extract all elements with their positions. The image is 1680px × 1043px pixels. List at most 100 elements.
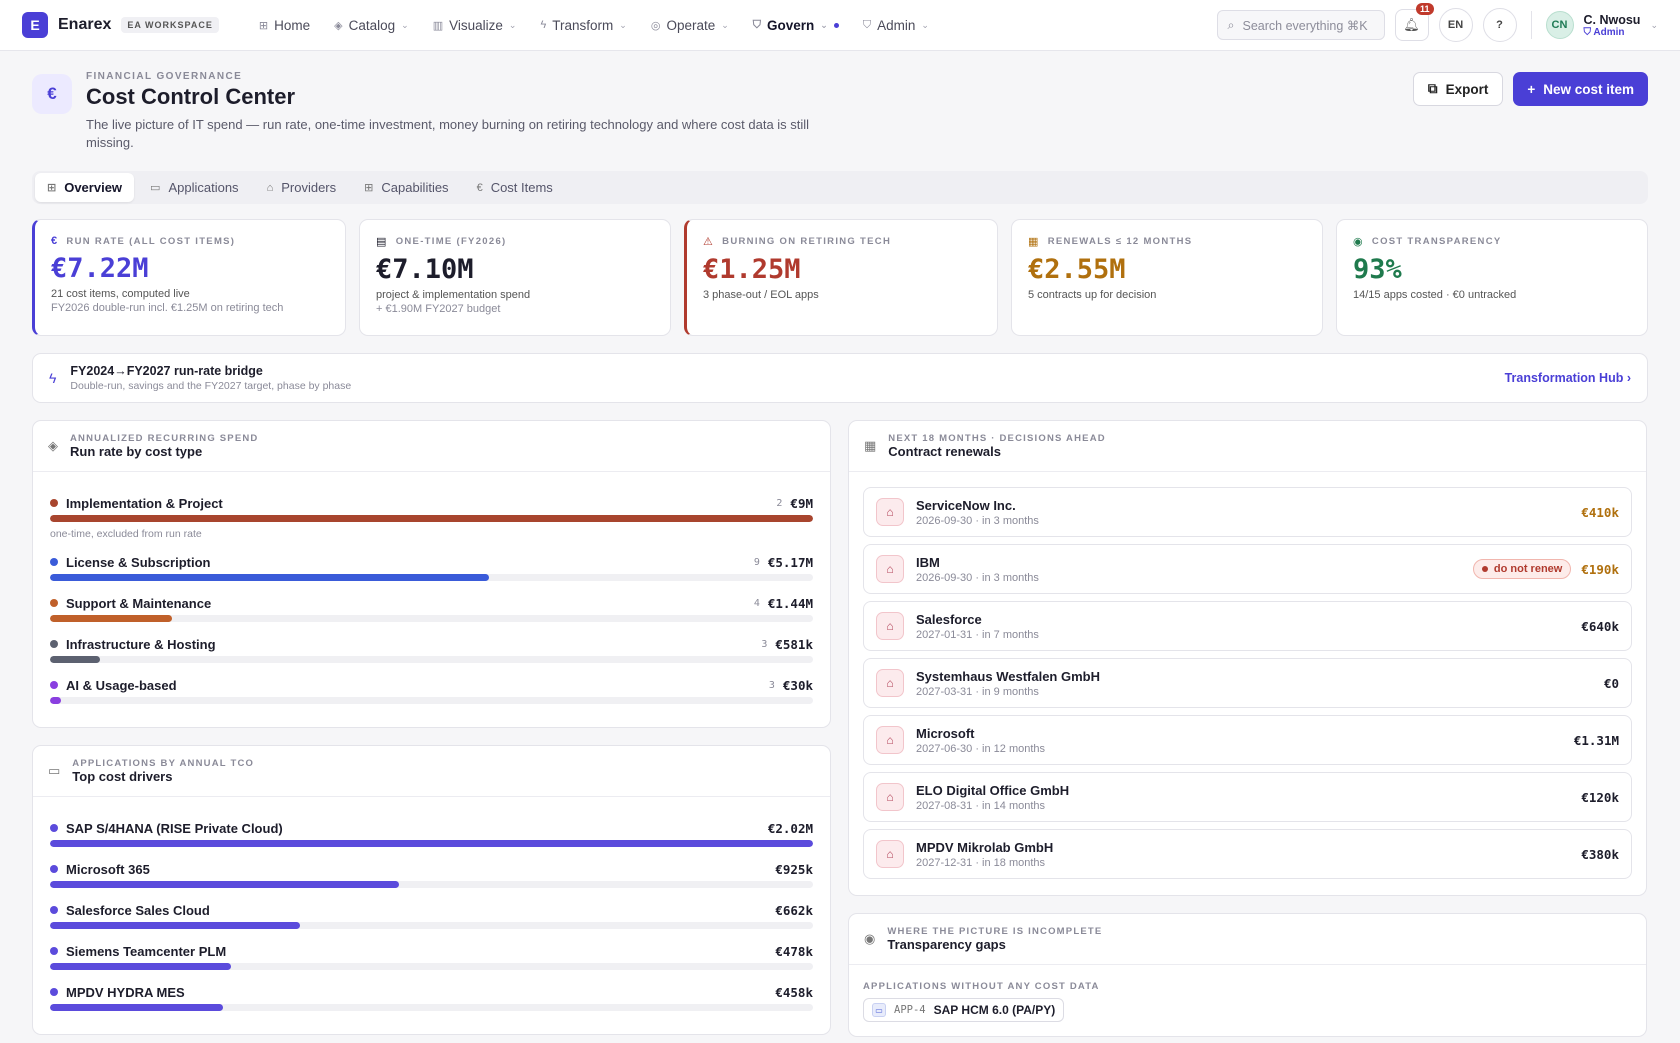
nav-item-catalog[interactable]: ◈ Catalog ⌄ (324, 12, 419, 39)
nav-item-operate[interactable]: ◎ Operate ⌄ (641, 12, 739, 39)
bell-icon: 🔔︎ (1403, 17, 1420, 32)
tab-label: Overview (64, 180, 123, 195)
app-name: Salesforce Sales Cloud (66, 902, 210, 918)
tab-overview[interactable]: ⊞ Overview (35, 173, 135, 202)
export-button[interactable]: ⧉ Export (1412, 72, 1504, 106)
renewal-item[interactable]: ⌂ IBM 2026-09-30 · in 3 months do not renew… (863, 544, 1632, 594)
kpi-card[interactable]: ▦ RENEWALS ≤ 12 MONTHS €2.55M 5 contracts u… (1011, 219, 1323, 336)
help-button[interactable]: ? (1482, 8, 1517, 42)
kpi-card[interactable]: ▤ ONE-TIME (FY2026) €7.10M project & implem… (359, 219, 671, 336)
cost-type-row[interactable]: Implementation & Project 2 €9M one-time, ex… (50, 494, 813, 540)
run-rate-bridge-banner[interactable]: ϟ FY2024→FY2027 run-rate bridge Double-r… (32, 353, 1648, 403)
bar-fill (50, 697, 62, 704)
renewal-amount: €410k (1581, 504, 1619, 520)
bar-fill (50, 615, 173, 622)
tab-cost-items[interactable]: € Cost Items (465, 173, 565, 202)
app-name: Microsoft 365 (66, 861, 150, 877)
bar-track (50, 697, 813, 704)
app-icon: ▭ (872, 1003, 886, 1017)
app-logo[interactable]: E (22, 12, 48, 38)
cost-type-count: 3 (768, 679, 775, 691)
renewal-item[interactable]: ⌂ Microsoft 2027-06-30 · in 12 months €1.31… (863, 715, 1632, 765)
kpi-subtitle: 3 phase-out / EOL apps (703, 289, 819, 301)
cost-driver-row[interactable]: MPDV HYDRA MES €458k (50, 983, 813, 1011)
app-name: SAP S/4HANA (RISE Private Cloud) (66, 820, 283, 836)
chevron-down-icon: ⌄ (721, 19, 729, 30)
euro-icon: € (476, 181, 483, 194)
cost-driver-row[interactable]: Siemens Teamcenter PLM €478k (50, 942, 813, 970)
cost-type-value: €30k (782, 677, 813, 693)
external-link-icon: ⧉ (1427, 81, 1438, 96)
user-menu[interactable]: C. Nwosu ⛉ Admin (1584, 13, 1641, 38)
bar-fill (50, 574, 489, 581)
cost-type-row[interactable]: Infrastructure & Hosting 3 €581k (50, 635, 813, 663)
renewal-item[interactable]: ⌂ ELO Digital Office GmbH 2027-08-31 · in … (863, 772, 1632, 822)
card-eyebrow: ANNUALIZED RECURRING SPEND (70, 433, 259, 444)
nav-item-transform[interactable]: ϟ Transform ⌄ (530, 12, 636, 39)
kpi-label-text: RENEWALS ≤ 12 MONTHS (1047, 236, 1193, 247)
legend-dot (50, 599, 58, 607)
tab-label: Providers (281, 180, 337, 195)
app-name: Siemens Teamcenter PLM (66, 943, 227, 959)
provider-name: IBM (916, 554, 940, 570)
chevron-right-icon: › (1626, 371, 1631, 385)
tab-capabilities[interactable]: ⊞ Capabilities (352, 173, 460, 202)
tab-applications[interactable]: ▭ Applications (138, 173, 251, 202)
window-icon: ▭ (150, 182, 161, 194)
shield-check-icon: ⛉ (862, 18, 872, 31)
renewal-date: 2027-03-31 · in 9 months (916, 685, 1039, 698)
grid-icon: ⊞ (364, 182, 374, 194)
layers-icon: ◈ (48, 438, 58, 453)
cost-driver-row[interactable]: SAP S/4HANA (RISE Private Cloud) €2.02M (50, 819, 813, 847)
kpi-card[interactable]: ⚠ BURNING ON RETIRING TECH €1.25M 3 phase-o… (684, 219, 998, 336)
nav-item-govern[interactable]: ⛉ Govern ⌄ (743, 12, 849, 39)
bridge-title: FY2024→FY2027 run-rate bridge (70, 364, 263, 378)
user-name: C. Nwosu (1583, 12, 1641, 27)
cost-driver-row[interactable]: Microsoft 365 €925k (50, 860, 813, 888)
cost-type-name: License & Subscription (66, 554, 211, 570)
global-search[interactable]: ⌕ Search everything ⌘K (1216, 10, 1385, 40)
renewal-amount: €120k (1581, 789, 1619, 805)
building-icon: ⌂ (876, 612, 904, 640)
page-header: € FINANCIAL GOVERNANCE Cost Control Cent… (0, 51, 1680, 171)
tab-providers[interactable]: ⌂ Providers (255, 173, 349, 202)
cost-type-row[interactable]: AI & Usage-based 3 €30k (50, 676, 813, 704)
nav-item-home[interactable]: ⊞ Home (249, 12, 320, 39)
nav-item-visualize[interactable]: ▥ Visualize ⌄ (423, 12, 527, 39)
renewal-item[interactable]: ⌂ ServiceNow Inc. 2026-09-30 · in 3 months… (863, 487, 1632, 537)
cost-type-value: €5.17M (767, 554, 813, 570)
renewal-item[interactable]: ⌂ MPDV Mikrolab GmbH 2027-12-31 · in 18 mo… (863, 829, 1632, 879)
cost-type-value: €1.44M (767, 595, 813, 611)
kpi-card[interactable]: ◉ COST TRANSPARENCY 93% 14/15 apps costed ·… (1336, 219, 1648, 336)
notifications-button[interactable]: 🔔︎ 11 (1394, 3, 1434, 41)
kpi-subtitle: 21 cost items, computed live (51, 288, 190, 300)
transparency-gaps-card: ◉ WHERE THE PICTURE IS INCOMPLETE Transp… (848, 913, 1647, 1037)
transformation-hub-link[interactable]: Transformation Hub › (1504, 371, 1631, 385)
avatar[interactable]: CN (1545, 11, 1574, 39)
kpi-label: ⚠ BURNING ON RETIRING TECH (703, 235, 981, 248)
nav-label: Admin (877, 17, 916, 33)
kpi-card[interactable]: € RUN RATE (ALL COST ITEMS) €7.22M 21 cost … (32, 219, 346, 336)
nav-label: Transform (552, 17, 614, 33)
grid-icon: ⊞ (47, 182, 57, 194)
kpi-label-text: ONE-TIME (FY2026) (395, 236, 507, 247)
renewal-item[interactable]: ⌂ Salesforce 2027-01-31 · in 7 months €640k (863, 601, 1632, 651)
cost-type-row[interactable]: Support & Maintenance 4 €1.44M (50, 594, 813, 622)
card-title: Transparency gaps (887, 937, 1006, 952)
right-column: ▦ NEXT 18 MONTHS · DECISIONS AHEAD Contr… (848, 420, 1647, 1043)
uncosted-app-chip[interactable]: ▭ APP-4 SAP HCM 6.0 (PA/PY) (863, 998, 1065, 1022)
cost-type-row[interactable]: License & Subscription 9 €5.17M (50, 553, 813, 581)
card-title: Run rate by cost type (70, 444, 203, 459)
tab-label: Applications (168, 180, 239, 195)
bar-fill (50, 963, 231, 970)
renewal-item[interactable]: ⌂ Systemhaus Westfalen GmbH 2027-03-31 · i… (863, 658, 1632, 708)
card-eyebrow: WHERE THE PICTURE IS INCOMPLETE (887, 926, 1103, 937)
language-button[interactable]: EN (1438, 8, 1473, 42)
cost-driver-row[interactable]: Salesforce Sales Cloud €662k (50, 901, 813, 929)
user-role: ⛉ Admin (1583, 26, 1625, 38)
building-icon: ⌂ (876, 840, 904, 868)
chevron-down-icon[interactable]: ⌄ (1650, 19, 1658, 30)
new-cost-item-button[interactable]: + New cost item (1513, 72, 1648, 106)
nav-item-admin[interactable]: ⛉ Admin ⌄ (853, 12, 939, 39)
kpi-value: €2.55M (1028, 254, 1126, 285)
